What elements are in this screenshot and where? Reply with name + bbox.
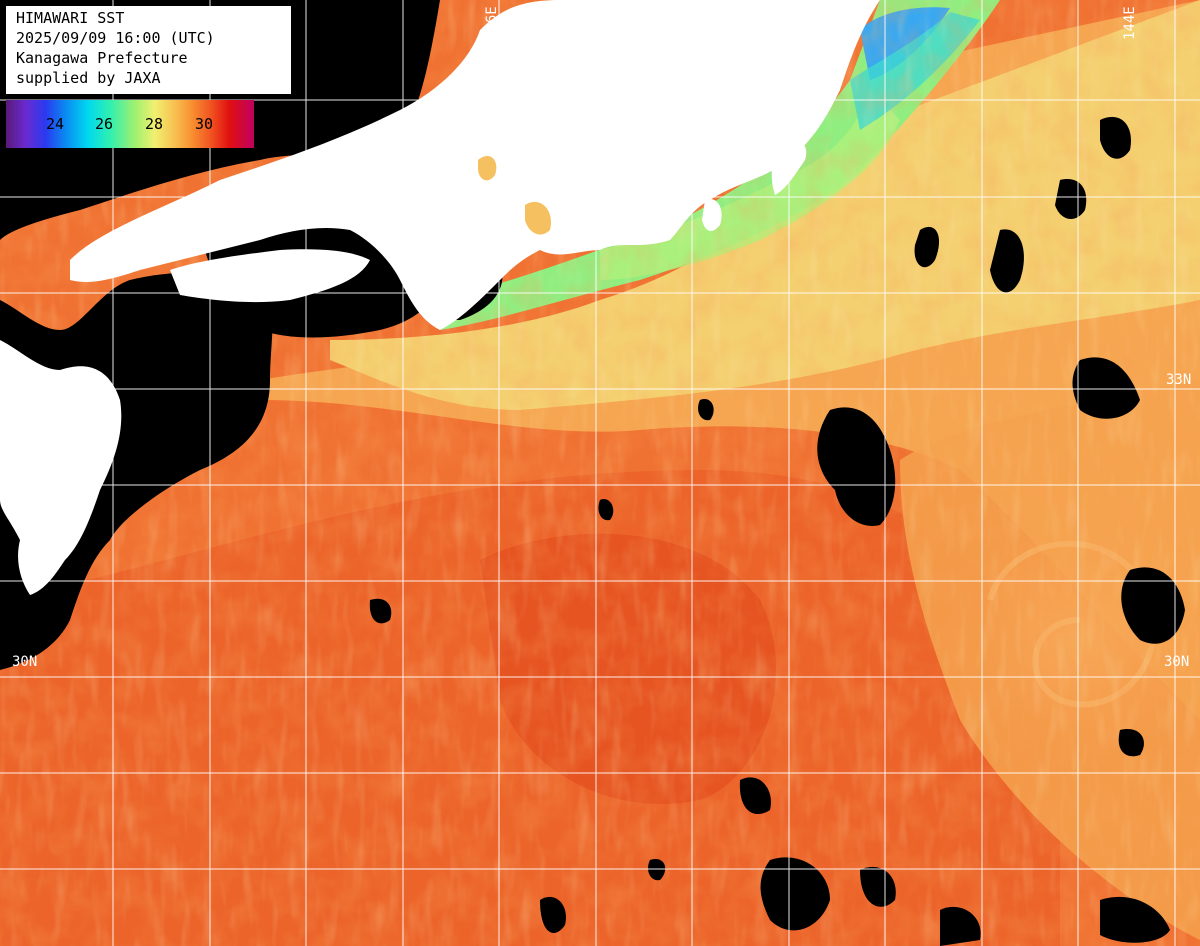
land-island-2 <box>478 155 497 181</box>
land-shikoku <box>170 249 370 303</box>
map-datetime: 2025/09/09 16:00 (UTC) <box>16 29 215 47</box>
lon-label-136e: 136E <box>484 6 500 40</box>
colorbar-label-28: 28 <box>145 115 164 133</box>
temperature-colorbar: 24 26 28 30 <box>6 100 254 148</box>
info-box: HIMAWARI SST 2025/09/09 16:00 (UTC) Kana… <box>6 6 291 94</box>
land-izu <box>702 199 722 232</box>
map-title: HIMAWARI SST <box>16 9 125 27</box>
land-honshu <box>70 0 880 330</box>
lat-label-30n-west: 30N <box>12 654 38 670</box>
lon-label-144e: 144E <box>1122 6 1138 40</box>
colorbar-label-26: 26 <box>95 115 114 133</box>
lat-label-33n-east: 33N <box>1166 372 1192 388</box>
map-credit: supplied by JAXA <box>16 69 161 87</box>
lat-label-30n-east: 30N <box>1164 654 1190 670</box>
land-island-1 <box>525 201 551 235</box>
land-kyushu <box>0 340 122 595</box>
colorbar-label-30: 30 <box>195 115 214 133</box>
map-organization: Kanagawa Prefecture <box>16 49 188 67</box>
colorbar-label-24: 24 <box>46 115 65 133</box>
lat-label-33n-west: 33N <box>10 372 36 388</box>
